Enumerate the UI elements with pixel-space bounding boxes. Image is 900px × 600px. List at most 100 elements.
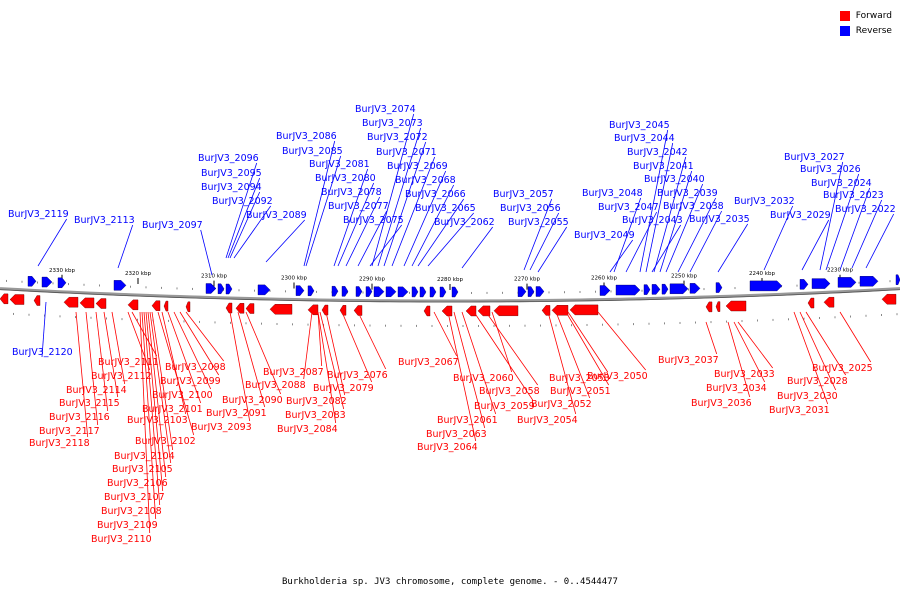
forward-gene-label: BurJV3_2112	[91, 371, 152, 382]
reverse-gene-arrow	[355, 286, 363, 297]
reverse-gene-arrow	[295, 285, 305, 296]
reverse-gene-arrow	[715, 282, 723, 293]
minor-tick	[703, 288, 705, 291]
minor-tick	[509, 324, 510, 327]
leader-line	[805, 311, 847, 376]
forward-gene-arrow	[725, 300, 747, 312]
leader-line	[763, 205, 794, 271]
leader-line	[371, 113, 415, 267]
minor-tick	[106, 317, 107, 320]
forward-gene-label: BurJV3_2087	[263, 367, 324, 378]
minor-tick	[199, 320, 200, 323]
reverse-gene-label: BurJV3_2092	[212, 196, 273, 207]
reverse-gene-arrow	[397, 286, 409, 298]
minor-tick	[75, 316, 76, 319]
reverse-gene-label: BurJV3_2044	[614, 133, 675, 144]
reverse-gene-arrow	[535, 286, 545, 297]
minor-tick	[617, 323, 619, 326]
reverse-gene-label: BurJV3_2096	[198, 153, 259, 164]
minor-tick	[772, 318, 774, 321]
reverse-gene-arrow	[411, 286, 419, 298]
minor-tick	[896, 313, 898, 316]
reverse-gene-arrow	[527, 286, 535, 297]
reverse-gene-label: BurJV3_2022	[835, 204, 896, 215]
minor-tick	[44, 314, 45, 317]
minor-tick	[261, 322, 262, 325]
minor-tick	[269, 290, 271, 293]
minor-tick	[664, 322, 665, 325]
leader-line	[839, 311, 872, 363]
reverse-gene-arrow	[669, 283, 689, 294]
scale-label: 2280 kbp	[437, 277, 463, 283]
label-leader-lines	[37, 113, 895, 534]
forward-gene-arrow	[569, 304, 599, 316]
leader-line	[225, 162, 258, 259]
reverse-gene-label: BurJV3_2086	[276, 131, 337, 142]
minor-tick	[688, 288, 689, 291]
reverse-gene-arrow	[113, 280, 127, 291]
leader-line	[161, 311, 187, 415]
forward-gene-label: BurJV3_2105	[112, 464, 173, 475]
minor-tick	[52, 282, 54, 285]
reverse-gene-label: BurJV3_2038	[663, 201, 724, 212]
leader-line	[453, 311, 486, 429]
forward-gene-label: BurJV3_2025	[812, 363, 873, 374]
leader-line	[839, 187, 871, 271]
minor-tick	[734, 287, 736, 290]
minor-tick	[741, 320, 743, 323]
minor-tick	[285, 290, 286, 293]
reverse-gene-arrow	[41, 276, 53, 288]
leader-line	[733, 321, 766, 383]
forward-gene-label: BurJV3_2104	[114, 451, 175, 462]
reverse-gene-label: BurJV3_2035	[689, 214, 750, 225]
reverse-gene-label: BurJV3_2068	[395, 175, 456, 186]
leader-line	[819, 161, 844, 271]
minor-tick	[858, 281, 860, 284]
minor-tick	[431, 324, 433, 327]
minor-tick	[788, 318, 789, 321]
minor-tick	[548, 291, 550, 294]
minor-tick	[478, 324, 479, 327]
leader-line	[145, 311, 164, 492]
leader-line	[117, 224, 134, 269]
forward-gene-arrow	[321, 304, 329, 316]
minor-tick	[679, 321, 681, 324]
forward-gene-arrow	[493, 305, 519, 317]
leader-line	[127, 311, 151, 371]
leader-line	[149, 311, 172, 464]
reverse-gene-label: BurJV3_2062	[434, 217, 495, 228]
leader-line	[167, 311, 202, 404]
leader-line	[139, 311, 151, 534]
gene-labels: BurJV3_2119 BurJV3_2113 BurJV3_2097 BurJV3_…	[8, 104, 896, 545]
reverse-gene-label: BurJV3_2024	[811, 178, 872, 189]
reverse-gene-label: BurJV3_2040	[644, 174, 705, 185]
leader-line	[447, 311, 477, 442]
reverse-gene-arrow	[895, 274, 900, 285]
scale-label: 2260 kbp	[591, 276, 617, 282]
minor-tick	[254, 289, 255, 292]
forward-gene-label: BurJV3_2084	[277, 424, 338, 435]
leader-line	[529, 212, 560, 271]
minor-tick	[183, 320, 185, 323]
minor-tick	[524, 324, 526, 327]
minor-tick	[6, 279, 7, 282]
forward-gene-arrow	[185, 301, 191, 312]
forward-gene-label: BurJV3_2116	[49, 412, 110, 423]
reverse-gene-label: BurJV3_2074	[355, 104, 416, 115]
forward-gene-label: BurJV3_2061	[437, 415, 498, 426]
reverse-gene-arrow	[205, 283, 217, 294]
forward-gene-arrow	[9, 294, 25, 305]
forward-gene-arrow	[881, 294, 897, 305]
leader-line	[143, 311, 161, 506]
leader-line	[801, 219, 830, 271]
forward-gene-label: BurJV3_2033	[714, 369, 775, 380]
reverse-gene-arrow	[651, 284, 661, 295]
minor-tick	[502, 291, 503, 294]
forward-gene-arrow	[95, 298, 107, 309]
forward-gene-arrow	[465, 305, 477, 317]
forward-gene-label: BurJV3_2052	[531, 399, 592, 410]
reverse-gene-label: BurJV3_2089	[246, 210, 307, 221]
reverse-gene-label: BurJV3_2042	[627, 147, 688, 158]
minor-tick	[409, 291, 410, 294]
reverse-gene-label: BurJV3_2039	[657, 188, 718, 199]
